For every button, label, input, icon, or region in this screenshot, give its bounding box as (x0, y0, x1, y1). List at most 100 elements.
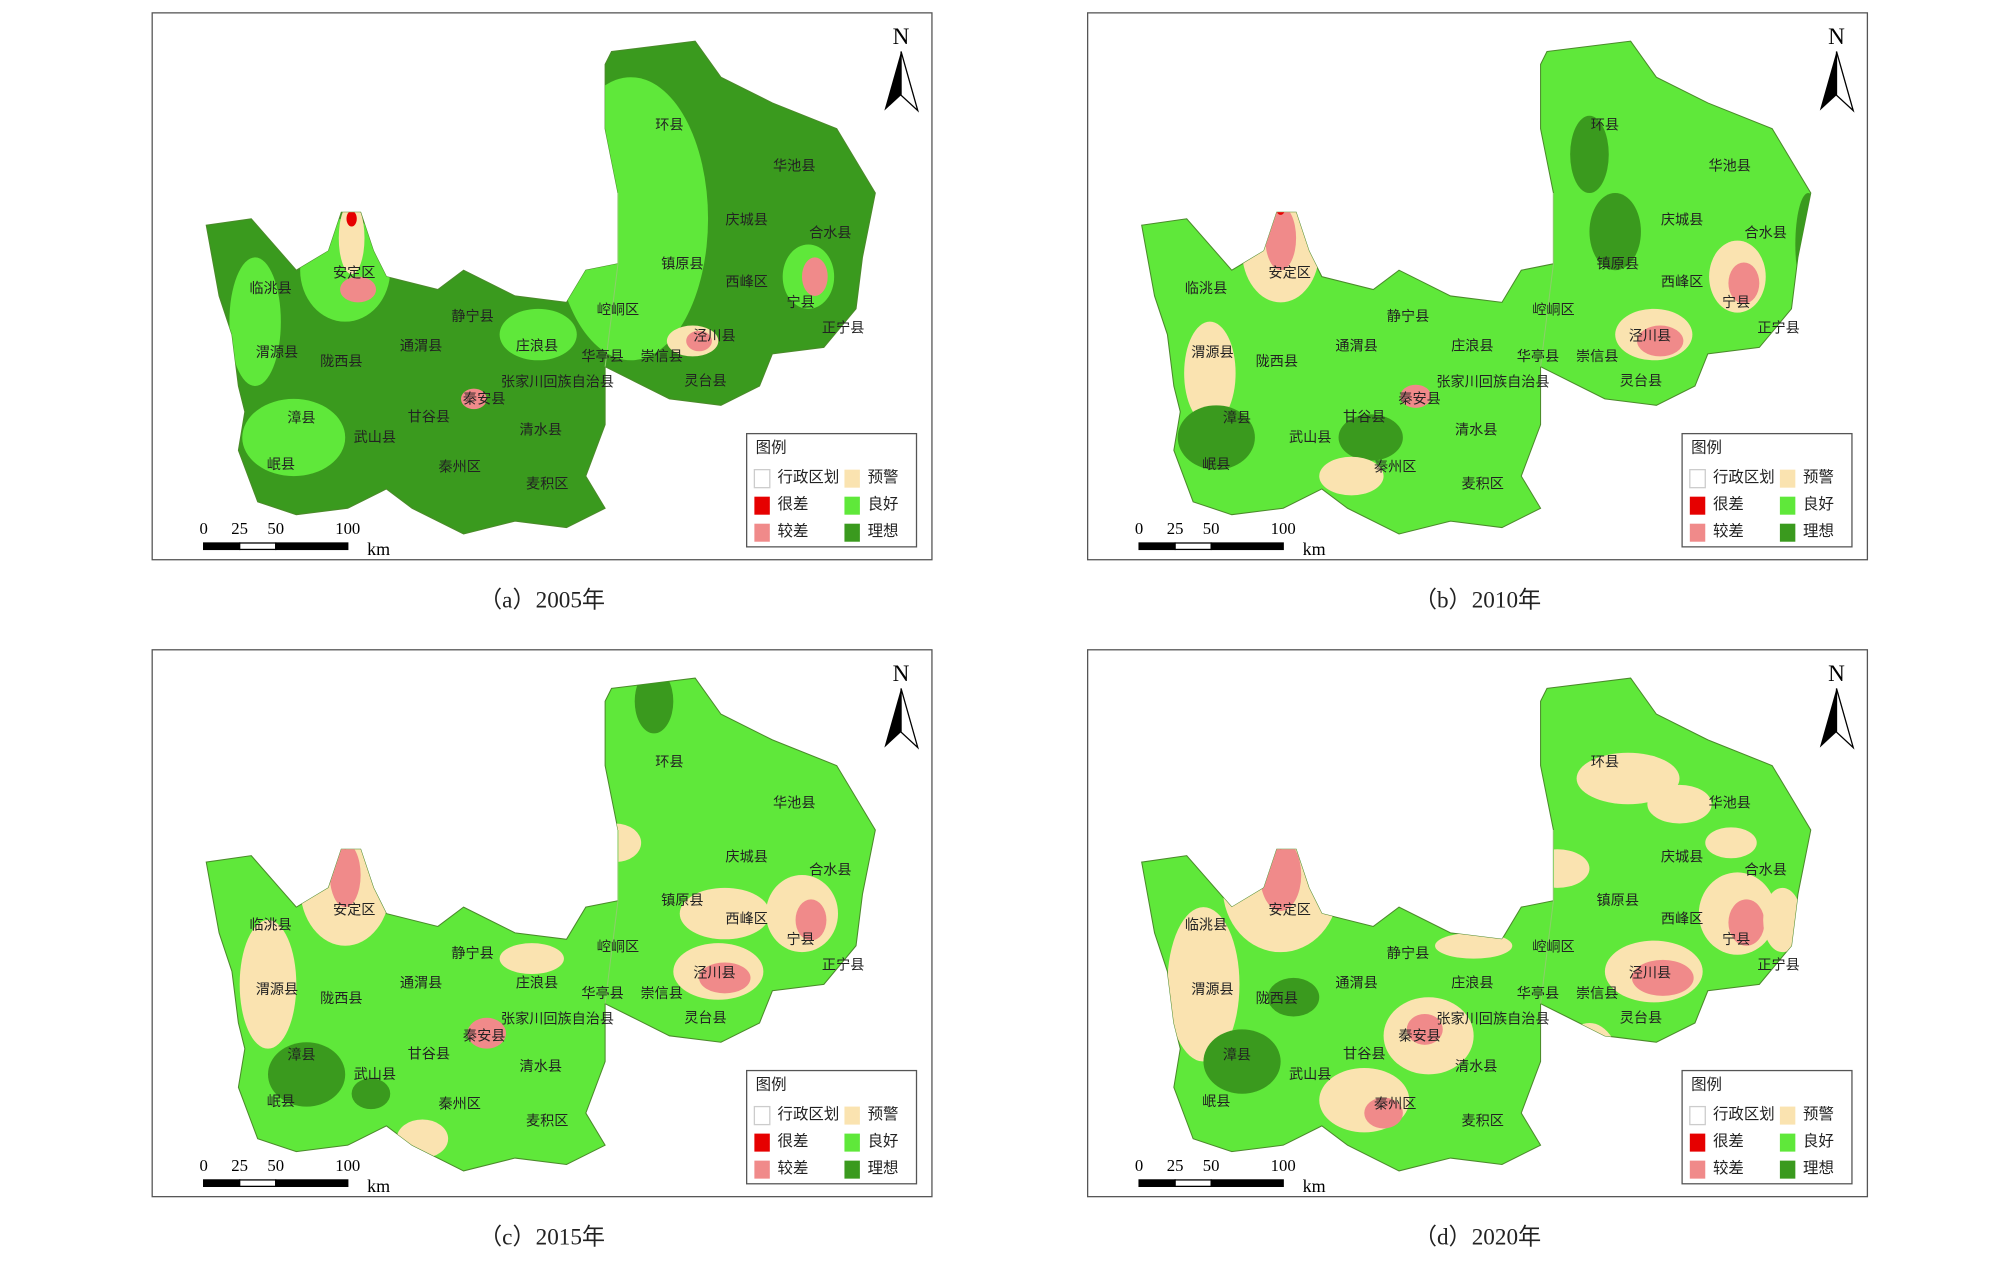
place-label: 通渭县 (1335, 976, 1377, 992)
patch (340, 276, 377, 303)
patch (1184, 321, 1236, 425)
north-arrow (884, 51, 902, 111)
place-label: 漳县 (287, 410, 315, 427)
place-label: 甘谷县 (1343, 1046, 1385, 1062)
place-label: 华亭县 (1517, 348, 1559, 365)
place-label: 镇原县 (661, 893, 703, 909)
place-label: 正宁县 (1757, 957, 1799, 974)
patch (1177, 405, 1255, 470)
north-arrow (1835, 688, 1855, 750)
place-label: 岷县 (267, 1094, 295, 1110)
legend-title: 图例 (756, 439, 787, 457)
legend-swatch (754, 496, 770, 515)
legend-swatch (1689, 1133, 1706, 1152)
panel-caption: （c）2015年 (479, 1224, 605, 1250)
patch (499, 308, 577, 361)
place-label: 武山县 (354, 430, 396, 446)
place-label: 麦积区 (1461, 1113, 1503, 1129)
scale-segment (1138, 1179, 1176, 1188)
place-label: 崆峒区 (597, 940, 639, 956)
legend-swatch (1779, 1160, 1796, 1179)
patch (1319, 456, 1384, 496)
place-label: 华池县 (1709, 159, 1751, 175)
patch (1728, 262, 1760, 304)
place-label: 西峰区 (725, 274, 767, 290)
place-label: 庄浪县 (1451, 338, 1493, 355)
place-label: 秦州区 (439, 1097, 481, 1113)
place-label: 静宁县 (1387, 945, 1429, 962)
place-label: 庆城县 (725, 213, 767, 229)
legend-label: 行政区划 (1713, 1105, 1775, 1123)
place-label: 武山县 (1289, 1067, 1331, 1083)
patch (346, 211, 357, 227)
place-label: 岷县 (1202, 1094, 1230, 1110)
scale-label: 25 (231, 1156, 248, 1175)
place-label: 庄浪县 (516, 975, 558, 992)
patch (801, 257, 828, 296)
region (205, 40, 876, 535)
place-label: 崆峒区 (1532, 940, 1574, 956)
place-label: 清水县 (520, 1059, 562, 1075)
patch (1167, 907, 1240, 1062)
place-label: 陇西县 (320, 991, 362, 1007)
scale-segment (1210, 542, 1284, 551)
place-label: 漳县 (1223, 410, 1251, 427)
patch (1338, 414, 1403, 461)
place-label: 麦积区 (1461, 476, 1503, 492)
legend-label: 良好 (868, 495, 899, 513)
patch (1631, 959, 1694, 996)
legend-swatch (1779, 469, 1796, 488)
place-label: 宁县 (787, 294, 815, 311)
place-label: 武山县 (1289, 430, 1331, 446)
legend-swatch (1779, 1133, 1796, 1152)
patch (1400, 384, 1432, 408)
patch (1647, 784, 1712, 824)
scale-segment (1138, 542, 1176, 551)
place-label: 静宁县 (1387, 308, 1429, 325)
patch (1267, 977, 1320, 1017)
scale-label: 25 (231, 519, 248, 538)
north-arrow (1819, 688, 1837, 748)
place-label: 庄浪县 (516, 338, 558, 355)
place-label: 安定区 (333, 265, 375, 281)
scale-label: 100 (335, 1156, 360, 1175)
north-label: N (893, 24, 910, 50)
legend-label: 良好 (1803, 1132, 1834, 1150)
place-label: 漳县 (1223, 1047, 1251, 1064)
scale-label: 50 (267, 519, 284, 538)
scale-label: 0 (1135, 519, 1143, 538)
legend-swatch (1779, 1106, 1796, 1125)
place-label: 华亭县 (581, 985, 623, 1002)
legend-swatch (1689, 496, 1706, 515)
place-label: 张家川回族自治县 (1436, 1011, 1549, 1028)
place-label: 正宁县 (1757, 320, 1799, 337)
legend-box (746, 432, 918, 548)
scale-unit: km (1303, 1176, 1326, 1196)
scale-segment (275, 1179, 349, 1188)
legend-label: 很差 (1713, 495, 1744, 513)
place-label: 镇原县 (1597, 256, 1639, 272)
patch (242, 398, 346, 477)
place-label: 泾川县 (693, 965, 735, 981)
place-label: 安定区 (1268, 265, 1310, 281)
boundary (604, 193, 619, 367)
place-label: 陇西县 (1256, 354, 1298, 370)
legend-swatch (1779, 523, 1796, 542)
place-label: 崇信县 (641, 349, 683, 365)
place-label: 泾川县 (1629, 328, 1671, 344)
scale-unit: km (367, 1176, 390, 1196)
patch (1364, 1097, 1403, 1129)
legend-label: 很差 (778, 1132, 809, 1150)
legend-box (1681, 432, 1853, 548)
panel-caption: （a）2005年 (479, 588, 605, 614)
place-label: 甘谷县 (408, 1046, 450, 1062)
scale-segment (203, 1179, 241, 1188)
scale-label: 100 (1271, 1156, 1296, 1175)
place-label: 宁县 (787, 931, 815, 948)
place-label: 秦安县 (463, 1028, 505, 1044)
legend-label: 较差 (778, 1159, 809, 1177)
